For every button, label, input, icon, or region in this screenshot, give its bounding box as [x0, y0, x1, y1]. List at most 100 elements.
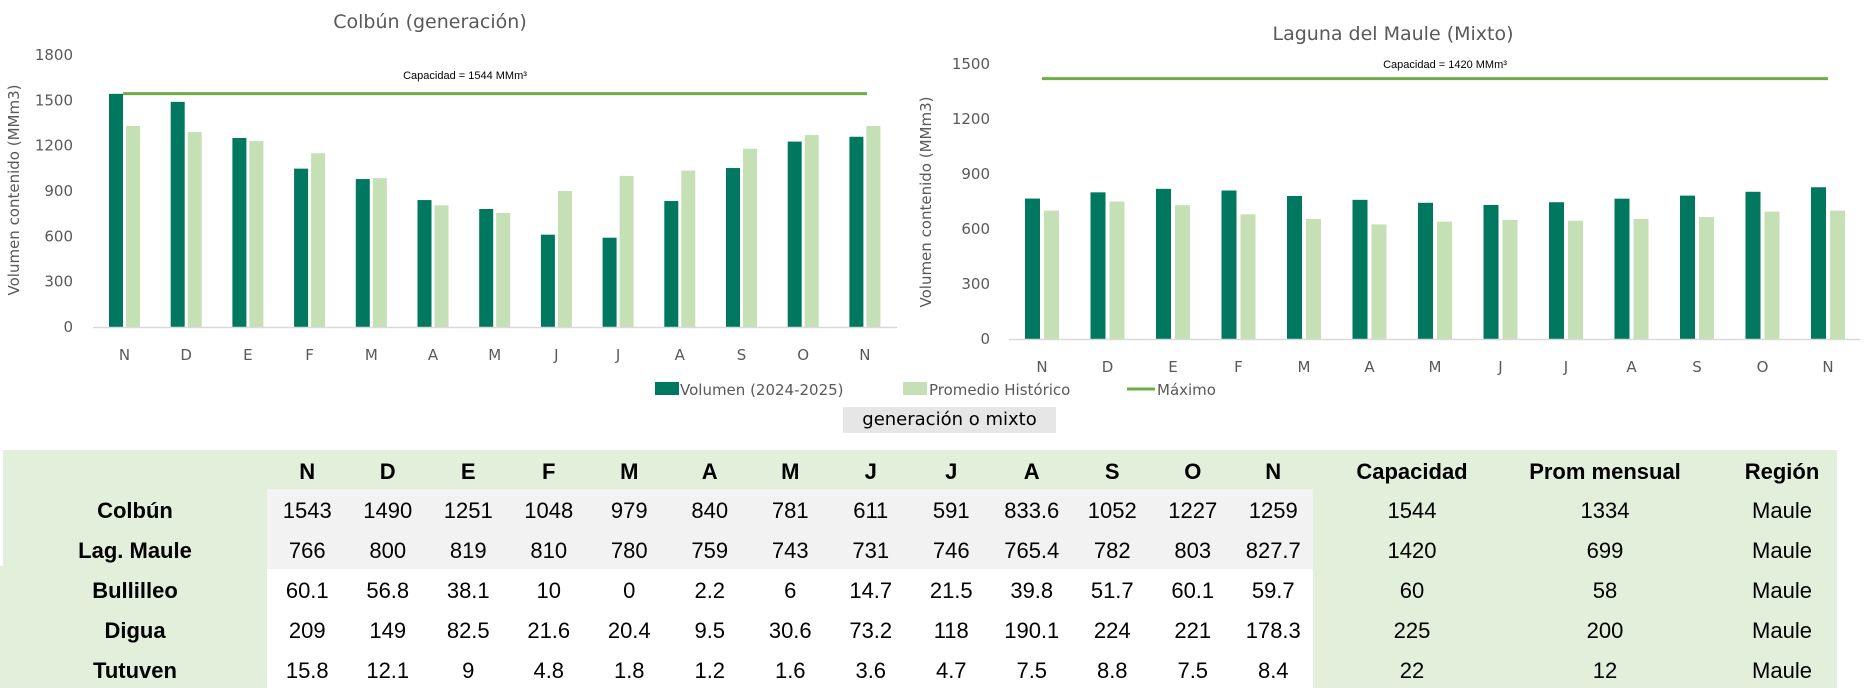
- column-header: S: [1104, 459, 1120, 484]
- table-cell: 14.7: [849, 578, 893, 603]
- legend-label-promedio: Promedio Histórico: [929, 381, 1070, 399]
- table-cell: 209: [288, 618, 326, 643]
- table-cell: 746: [932, 538, 970, 563]
- x-tick-label: O: [797, 346, 809, 364]
- bar-promedio: [1109, 201, 1125, 339]
- x-tick-label: A: [675, 346, 686, 364]
- table-cell: 800: [369, 538, 407, 563]
- table-cell: 759: [691, 538, 729, 563]
- table-cell: 591: [932, 498, 970, 523]
- table-cell: 60.1: [1171, 578, 1215, 603]
- table-cell: 0: [623, 578, 636, 603]
- x-tick-label: M: [1298, 358, 1311, 376]
- x-tick-label: S: [737, 346, 747, 364]
- bar-promedio: [311, 153, 326, 327]
- bar-promedio: [434, 205, 449, 327]
- column-header: Capacidad: [1356, 459, 1468, 484]
- capacity-label: Capacidad = 1420 MMm³: [1383, 59, 1507, 71]
- x-tick-label: A: [428, 346, 439, 364]
- y-axis-label: Volumen contenido (MMm3): [5, 85, 23, 296]
- table-cell: 9.5: [694, 618, 726, 643]
- region-cell: Maule: [1752, 538, 1812, 563]
- table-cell: 611: [853, 498, 889, 523]
- y-tick-label: 900: [961, 165, 990, 183]
- bar-volumen: [1025, 198, 1040, 339]
- bar-promedio: [1044, 210, 1059, 339]
- table-cell: 7.5: [1016, 658, 1048, 683]
- bar-volumen: [1090, 192, 1106, 339]
- bar-promedio: [1306, 218, 1321, 339]
- plain-cells: [267, 569, 1313, 690]
- table-bg-strip: [0, 566, 3, 688]
- table-cell: 118: [933, 618, 969, 643]
- bar-promedio: [1502, 219, 1518, 339]
- table-cell: 803: [1174, 538, 1212, 563]
- capacidad-cell: 225: [1393, 618, 1431, 643]
- region-cell: Maule: [1752, 618, 1812, 643]
- column-header: M: [620, 459, 639, 484]
- table-cell: 60.1: [285, 578, 329, 603]
- table-cell: 766: [288, 538, 326, 563]
- row-label: Bullilleo: [92, 578, 178, 603]
- table-cell: 4.8: [533, 658, 565, 683]
- y-tick-label: 900: [44, 182, 73, 200]
- table-cell: 6: [784, 578, 797, 603]
- bar-promedio: [1568, 220, 1583, 339]
- table-cell: 7.5: [1177, 658, 1209, 683]
- table-cell: 840: [691, 498, 729, 523]
- bar-volumen: [1287, 196, 1302, 339]
- region-cell: Maule: [1752, 498, 1812, 523]
- table-cell: 765.4: [1004, 538, 1060, 563]
- table-cell: 2.2: [694, 578, 726, 603]
- table-cell: 59.7: [1251, 578, 1295, 603]
- x-tick-label: E: [1168, 358, 1177, 376]
- x-tick-label: O: [1757, 358, 1769, 376]
- bar-volumen: [1483, 204, 1499, 339]
- bar-volumen: [1811, 187, 1826, 339]
- column-header: A: [701, 459, 718, 484]
- x-tick-label: E: [243, 346, 252, 364]
- x-tick-label: J: [615, 346, 620, 364]
- bar-volumen: [170, 101, 185, 327]
- column-header: F: [542, 459, 556, 484]
- x-tick-label: D: [180, 346, 192, 364]
- table-cell: 10: [536, 578, 561, 603]
- column-header: Región: [1744, 459, 1820, 484]
- table-cell: 38.1: [446, 578, 490, 603]
- column-header: O: [1184, 459, 1202, 484]
- bar-volumen: [1680, 195, 1695, 339]
- bar-promedio: [743, 148, 757, 327]
- table-cell: 39.8: [1010, 578, 1054, 603]
- bar-promedio: [619, 175, 634, 327]
- y-tick-label: 300: [44, 273, 73, 291]
- capacidad-cell: 60: [1399, 578, 1425, 603]
- table-cell: 833.6: [1004, 498, 1060, 523]
- x-tick-label: N: [1036, 358, 1047, 376]
- x-tick-label: N: [119, 346, 130, 364]
- x-tick-label: J: [553, 346, 558, 364]
- bar-volumen: [1221, 190, 1237, 339]
- x-tick-label: A: [1626, 358, 1637, 376]
- bar-volumen: [726, 168, 740, 327]
- bar-promedio: [249, 141, 264, 327]
- table-cell: 56.8: [366, 578, 410, 603]
- x-tick-label: A: [1364, 358, 1375, 376]
- bars: [1025, 187, 1845, 339]
- note-text: generación o mixto: [862, 409, 1037, 430]
- y-tick-label: 1200: [35, 137, 73, 155]
- bar-promedio: [804, 135, 819, 327]
- x-tick-label: F: [1234, 358, 1243, 376]
- bar-promedio: [1633, 218, 1649, 339]
- table-cell: 20.4: [607, 618, 651, 643]
- charts: Colbún (generación) Volumen contenido (M…: [5, 11, 1860, 399]
- bar-promedio: [681, 170, 696, 327]
- table-cell: 1.2: [694, 658, 726, 683]
- x-tick-label: D: [1102, 358, 1114, 376]
- table-cell: 21.6: [527, 618, 571, 643]
- y-tick-label: 1800: [35, 46, 73, 64]
- y-tick-label: 600: [961, 220, 990, 238]
- table-cell: 1.6: [774, 658, 806, 683]
- column-header: A: [1023, 459, 1040, 484]
- legend-swatch-promedio: [903, 382, 927, 395]
- x-tick-label: J: [1497, 358, 1502, 376]
